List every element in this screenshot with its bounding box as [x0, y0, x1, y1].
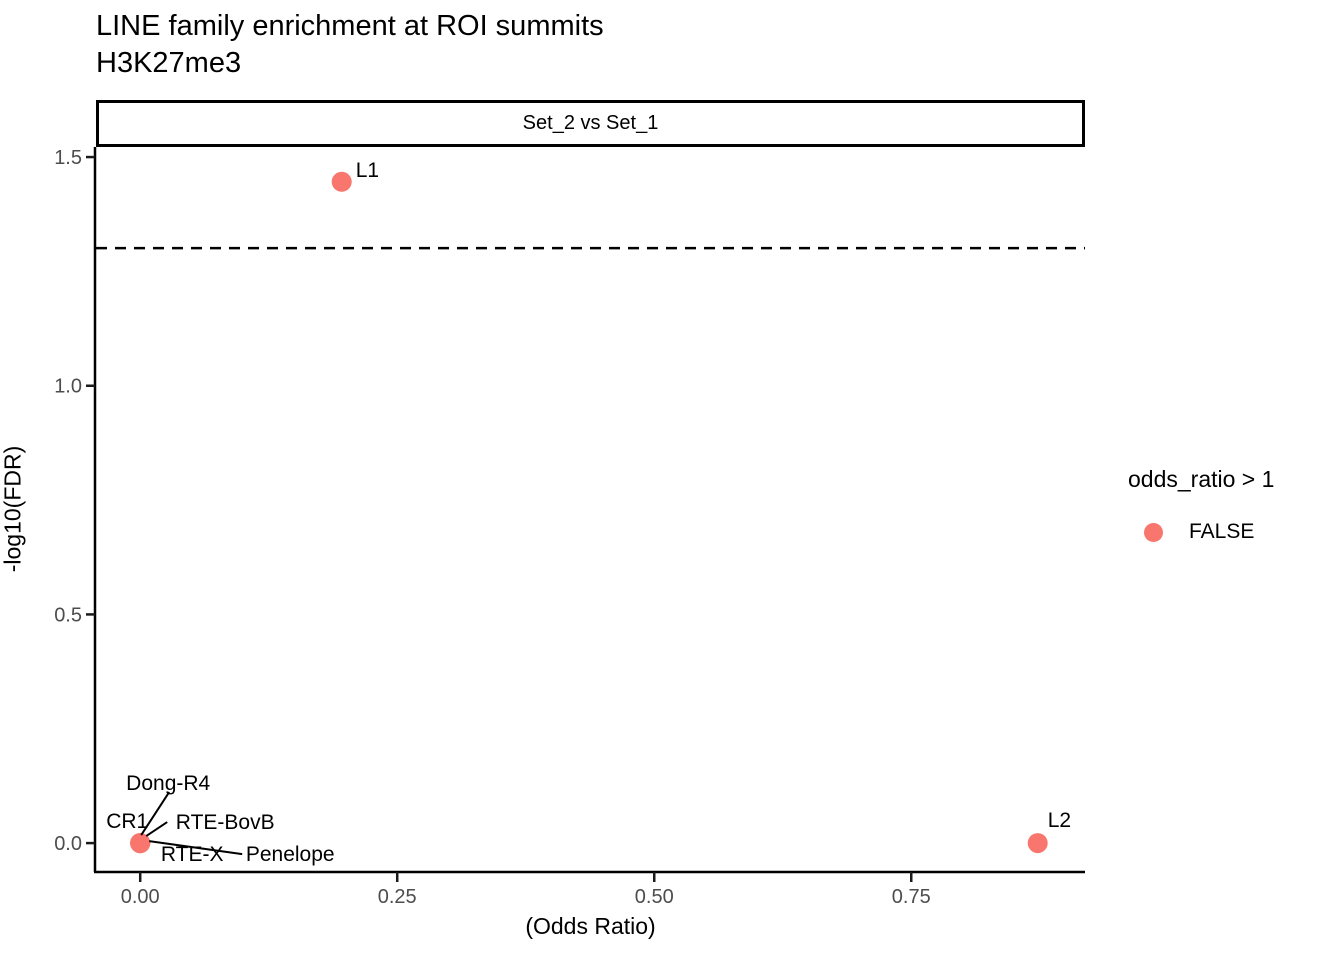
x-tick-label: 0.25	[378, 886, 417, 908]
legend: odds_ratio > 1 FALSE	[1128, 466, 1338, 544]
point-label: L1	[356, 159, 379, 182]
title-block: LINE family enrichment at ROI summits H3…	[96, 8, 604, 82]
facet-strip-label: Set_2 vs Set_1	[522, 112, 659, 134]
label-leader-line	[145, 821, 168, 837]
label-leader-line	[149, 840, 243, 856]
point-label: Penelope	[246, 843, 335, 866]
x-tick-label: 0.00	[121, 886, 160, 908]
x-tick-label: 0.50	[635, 886, 674, 908]
y-tick-label: 1.5	[54, 147, 82, 169]
data-point	[1027, 833, 1048, 854]
facet-strip: Set_2 vs Set_1	[96, 100, 1085, 147]
x-tick-label: 0.75	[892, 886, 931, 908]
y-tick-label: 0.0	[54, 833, 82, 855]
point-label: Dong-R4	[126, 772, 210, 795]
point-label: L2	[1048, 809, 1071, 832]
y-axis-title: -log10(FDR)	[0, 445, 26, 573]
point-label: CR1	[106, 810, 148, 833]
x-axis-title: (Odds Ratio)	[525, 913, 656, 939]
label-leader-line	[140, 791, 171, 836]
point-label: RTE-BovB	[176, 811, 275, 834]
legend-entry: FALSE	[1128, 520, 1338, 544]
y-tick-label: 0.5	[54, 604, 82, 626]
y-tick-label: 1.0	[54, 376, 82, 398]
legend-entry-label: FALSE	[1189, 520, 1255, 543]
data-point	[130, 833, 151, 854]
legend-title: odds_ratio > 1	[1128, 466, 1275, 492]
chart-subtitle: H3K27me3	[96, 47, 242, 79]
data-point	[331, 171, 352, 192]
chart-title: LINE family enrichment at ROI summits	[96, 10, 604, 42]
legend-point-swatch	[1144, 522, 1163, 542]
point-label: RTE-X	[161, 843, 224, 866]
